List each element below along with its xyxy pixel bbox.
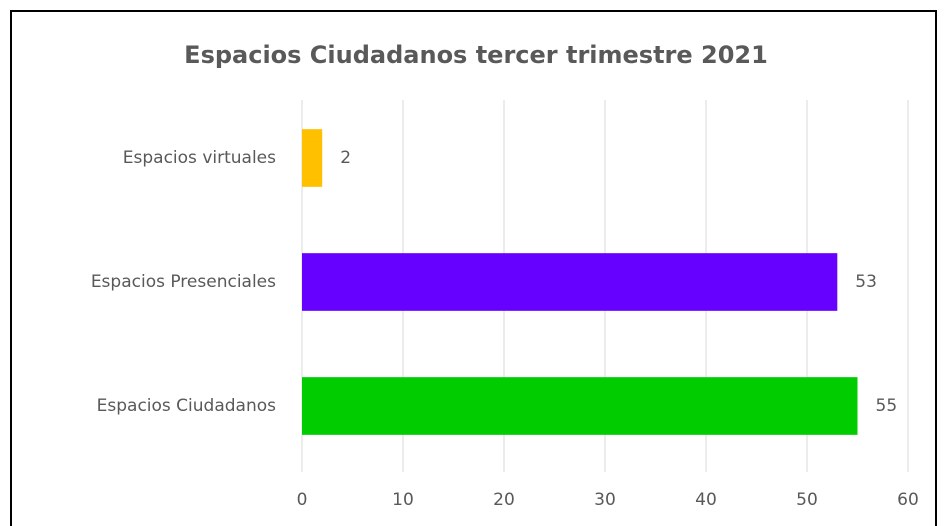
y-tick-label: Espacios virtuales [123, 148, 276, 168]
x-tick-label: 60 [897, 490, 919, 510]
x-tick-label: 50 [796, 490, 818, 510]
chart-title: Espacios Ciudadanos tercer trimestre 202… [184, 41, 768, 69]
bar [302, 129, 323, 187]
x-tick-label: 30 [594, 490, 616, 510]
bar [302, 377, 858, 435]
value-label: 55 [876, 396, 898, 416]
y-tick-label: Espacios Presenciales [91, 272, 276, 292]
x-tick-label: 40 [695, 490, 717, 510]
x-tick-label: 20 [493, 490, 515, 510]
value-label: 53 [855, 272, 877, 292]
y-tick-label: Espacios Ciudadanos [97, 396, 276, 416]
x-tick-label: 0 [297, 490, 308, 510]
value-label: 2 [340, 148, 351, 168]
bar [302, 253, 838, 311]
x-tick-label: 10 [392, 490, 414, 510]
